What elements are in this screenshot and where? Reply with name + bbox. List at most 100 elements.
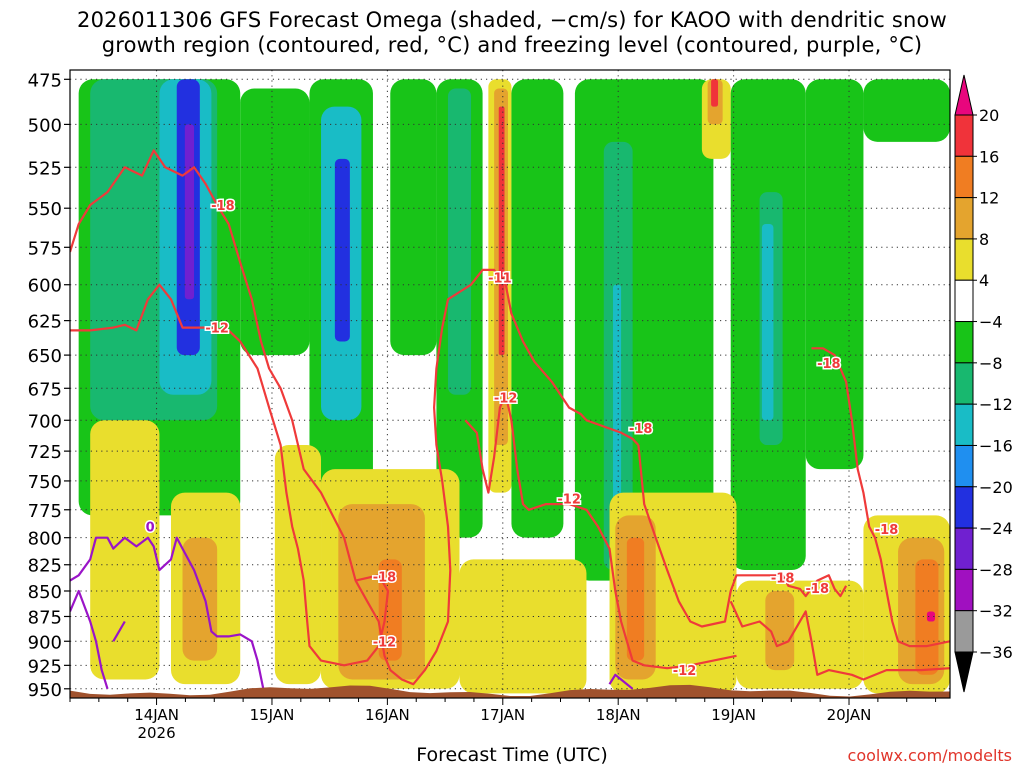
y-tick-label-850: 850 xyxy=(28,582,62,603)
omega-field-26 xyxy=(863,79,950,142)
freezing-contour-2 xyxy=(112,620,126,642)
omega-field-11 xyxy=(447,88,472,395)
contour-label-11: -18 xyxy=(875,523,899,538)
contour-label-13: 0 xyxy=(146,521,155,536)
omega-field-21 xyxy=(711,79,719,107)
omega-field-14 xyxy=(498,106,505,356)
colorbar-bin-13 xyxy=(954,610,974,653)
colorbar-label-9: −20 xyxy=(979,478,1013,497)
contour-label-12: -12 xyxy=(673,664,697,679)
colorbar-bin-4 xyxy=(954,238,974,281)
dgz-contour-1 xyxy=(70,283,390,667)
x-tick-label-1: 15JAN xyxy=(250,706,295,724)
contour-label-9: -18 xyxy=(771,571,795,586)
y-tick-label-925: 925 xyxy=(28,656,62,677)
x-tick-label-5: 19JAN xyxy=(711,706,756,724)
omega-field-30 xyxy=(274,445,322,685)
y-axis: 475 500 525 550 575 600 625 650 675 700 725 750 775 8… xyxy=(28,70,70,701)
colorbar-bottom-arrow xyxy=(954,651,974,693)
colorbar-bin-11 xyxy=(954,527,974,570)
colorbar-bin-3 xyxy=(954,197,974,240)
omega-field-9 xyxy=(390,79,437,356)
dgz-contour-0 xyxy=(70,149,640,686)
x-tick-label-4: 18JAN xyxy=(596,706,641,724)
dgz-contour-3 xyxy=(637,444,848,628)
y-tick-label-800: 800 xyxy=(28,529,62,550)
colorbar: 20 16 12 8 4 −4 −8 −12 −16 −20 −24 −28 −32 −36 xyxy=(954,74,1013,693)
omega-field-34 xyxy=(459,559,587,694)
y-tick-label-475: 475 xyxy=(28,70,62,91)
chart-title-line1: 2026011306 GFS Forecast Omega (shaded, −… xyxy=(77,8,947,32)
x-tick-label-2: 16JAN xyxy=(365,706,410,724)
terrain-ground xyxy=(70,684,950,698)
colorbar-label-1: 16 xyxy=(979,147,999,166)
colorbar-label-11: −28 xyxy=(979,560,1013,579)
omega-field-24 xyxy=(761,224,774,421)
colorbar-label-4: 4 xyxy=(979,271,989,290)
temperature-contours: -18 -12 -11 -12 -18 -12 -18 -12 -18 -18 -18 -18 -12 0 xyxy=(70,149,950,690)
omega-field-43 xyxy=(926,611,935,622)
colorbar-bin-8 xyxy=(954,403,974,446)
x-axis-title: Forecast Time (UTC) xyxy=(416,744,608,766)
x-tick-label-3: 17JAN xyxy=(480,706,525,724)
colorbar-label-0: 20 xyxy=(979,106,999,125)
omega-field-25 xyxy=(805,79,864,470)
contour-label-10: -18 xyxy=(806,582,830,597)
omega-field-37 xyxy=(626,537,645,661)
y-tick-label-700: 700 xyxy=(28,411,62,432)
freezing-contour-1 xyxy=(70,589,109,690)
colorbar-label-6: −8 xyxy=(979,354,1003,373)
y-tick-label-525: 525 xyxy=(28,158,62,179)
y-tick-label-825: 825 xyxy=(28,556,62,577)
x-tick-label-6: 20JAN xyxy=(827,706,872,724)
omega-field-27 xyxy=(90,420,160,680)
contour-label-0: -18 xyxy=(211,199,235,214)
colorbar-bin-2 xyxy=(954,155,974,199)
chart-title-line2: growth region (contoured, red, °C) and f… xyxy=(101,33,923,57)
contour-label-4: -18 xyxy=(629,422,653,437)
x-tick-label-0: 14JAN xyxy=(134,706,179,724)
colorbar-label-8: −16 xyxy=(979,436,1013,455)
colorbar-bin-1 xyxy=(954,114,974,157)
y-tick-label-650: 650 xyxy=(28,346,62,367)
contour-label-8: -18 xyxy=(817,357,841,372)
y-tick-label-725: 725 xyxy=(28,442,62,463)
colorbar-bin-6 xyxy=(954,321,974,364)
contour-label-2: -11 xyxy=(488,271,512,286)
source-credit: coolwx.com/modelts xyxy=(847,746,1012,765)
y-tick-label-950: 950 xyxy=(28,680,62,701)
colorbar-top-arrow xyxy=(954,74,974,116)
dgz-contour-5 xyxy=(811,347,950,648)
colorbar-label-13: −36 xyxy=(979,643,1013,662)
contour-label-5: -12 xyxy=(557,492,581,507)
y-tick-label-625: 625 xyxy=(28,312,62,333)
colorbar-bin-7 xyxy=(954,362,974,405)
y-tick-label-675: 675 xyxy=(28,379,62,400)
y-tick-label-875: 875 xyxy=(28,607,62,628)
y-tick-label-775: 775 xyxy=(28,501,62,522)
contour-label-3: -12 xyxy=(494,391,518,406)
omega-field-39 xyxy=(765,590,795,671)
colorbar-label-10: −24 xyxy=(979,519,1013,538)
freezing-contour-3 xyxy=(608,673,634,690)
omega-field-5 xyxy=(240,88,310,356)
y-tick-label-500: 500 xyxy=(28,115,62,136)
x-tick-sublabel-0: 2026 xyxy=(137,724,175,742)
dgz-contour-2 xyxy=(464,393,737,670)
contour-label-7: -12 xyxy=(373,635,397,650)
y-tick-label-900: 900 xyxy=(28,632,62,653)
omega-field-29 xyxy=(182,537,218,661)
freezing-contour-0 xyxy=(70,536,265,690)
colorbar-label-7: −12 xyxy=(979,395,1013,414)
colorbar-bin-5 xyxy=(954,279,974,323)
grid-lines xyxy=(70,70,950,698)
omega-shading xyxy=(78,79,950,694)
y-tick-label-575: 575 xyxy=(28,238,62,259)
omega-field-8 xyxy=(334,158,350,342)
dgz-contour-4 xyxy=(729,600,950,681)
colorbar-bin-10 xyxy=(954,486,974,529)
plot-frame xyxy=(69,69,951,699)
y-tick-label-550: 550 xyxy=(28,199,62,220)
